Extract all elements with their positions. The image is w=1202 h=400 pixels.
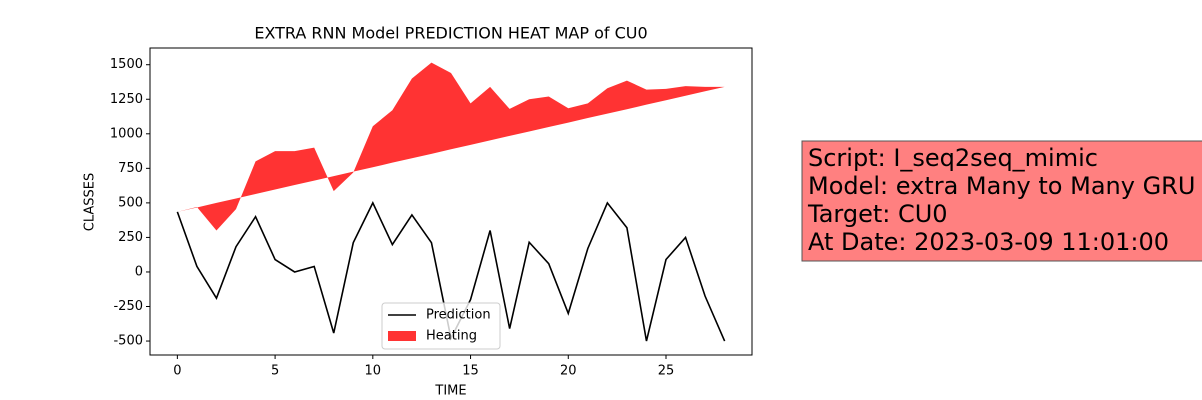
legend-label: Prediction: [426, 308, 491, 323]
y-tick-label: 250: [118, 230, 143, 245]
y-tick-label: 750: [118, 161, 143, 176]
legend-swatch: [388, 331, 416, 341]
y-tick-label: 1250: [110, 92, 143, 107]
y-tick-label: 1500: [110, 57, 143, 72]
x-tick-label: 10: [365, 364, 382, 379]
y-axis-label: CLASSES: [83, 173, 98, 231]
annotation-line: At Date: 2023-03-09 11:01:00: [808, 228, 1169, 256]
legend-label: Heating: [426, 329, 477, 344]
x-tick-label: 25: [658, 364, 675, 379]
y-tick-label: -250: [113, 299, 143, 314]
annotation-line: Script: I_seq2seq_mimic: [808, 144, 1098, 172]
y-tick-label: 0: [135, 264, 143, 279]
chart-title: EXTRA RNN Model PREDICTION HEAT MAP of C…: [254, 24, 647, 43]
annotation-line: Model: extra Many to Many GRU: [808, 172, 1195, 200]
y-tick-label: 1000: [110, 126, 143, 141]
plot-frame: [149, 47, 753, 356]
x-tick-label: 20: [560, 364, 577, 379]
x-tick-label: 5: [271, 364, 279, 379]
x-tick-label: 0: [173, 364, 181, 379]
annotation-line: Target: CU0: [807, 200, 948, 228]
heating-area: [177, 62, 725, 231]
annotation-box: [801, 140, 1202, 262]
x-tick-label: 15: [462, 364, 479, 379]
y-tick-label: -500: [113, 334, 143, 349]
x-axis-label: TIME: [434, 384, 466, 399]
y-tick-label: 500: [118, 195, 143, 210]
